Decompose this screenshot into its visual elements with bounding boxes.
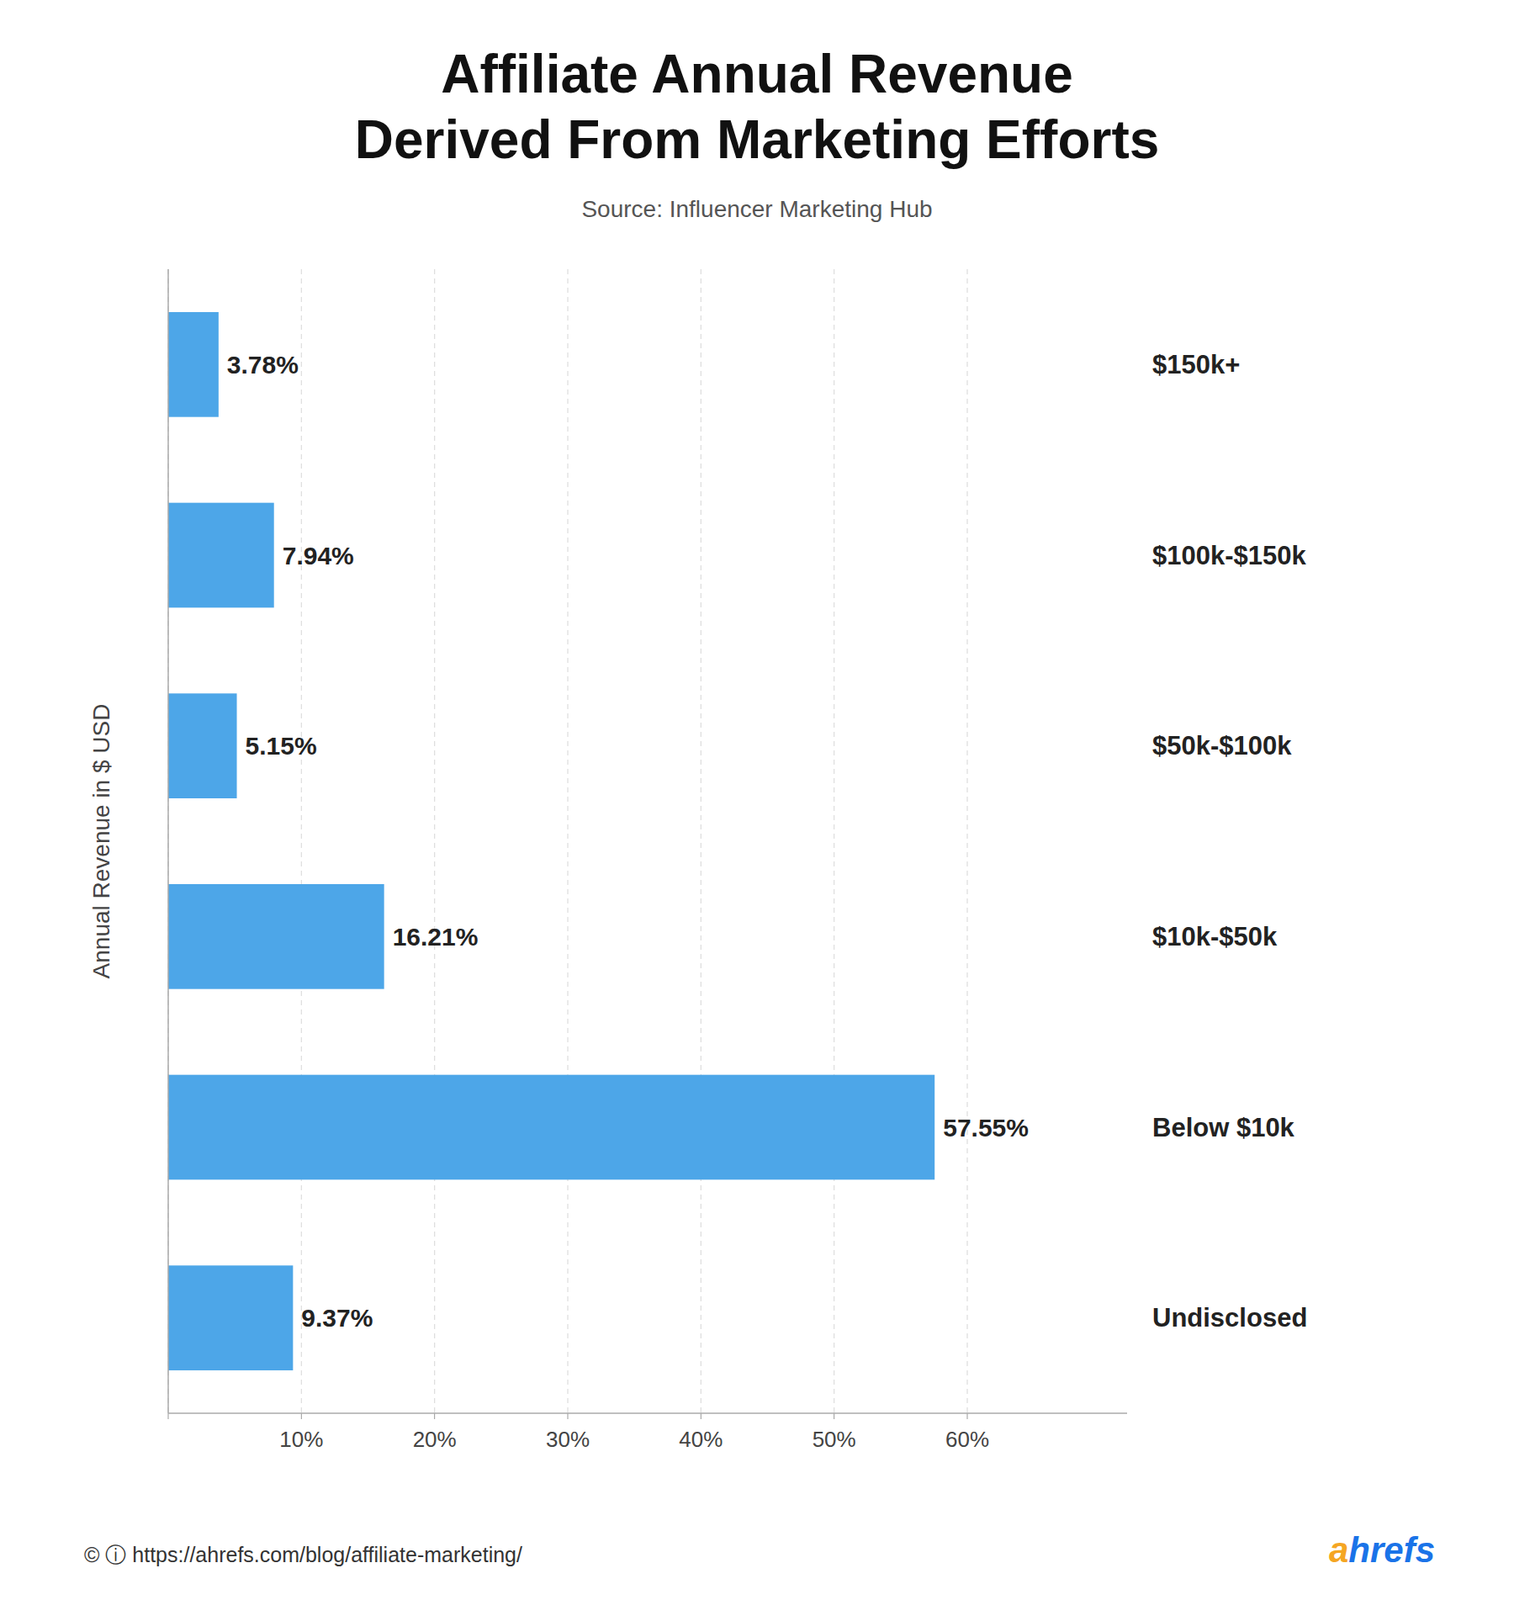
bars <box>168 312 935 1371</box>
data-label: 57.55% <box>942 1113 1029 1142</box>
bar <box>168 1265 293 1371</box>
tick-mark <box>301 1413 302 1419</box>
data-label: 16.21% <box>392 922 479 951</box>
category-label: $10k-$50k <box>1152 921 1278 952</box>
data-label: 9.37% <box>301 1303 373 1332</box>
title: Affiliate Annual RevenueDerived From Mar… <box>354 43 1160 170</box>
logo: ahrefs <box>1328 1529 1435 1570</box>
logo-part: hrefs <box>1348 1529 1435 1570</box>
tick-label: 50% <box>812 1426 857 1452</box>
labels: 3.78% $150k+ 7.94% $100k-$150k 5.15% $50k-$10… <box>227 349 1308 1333</box>
y-axis-line <box>167 269 170 1414</box>
data-label: 5.15% <box>245 731 318 760</box>
tick-label: 20% <box>412 1426 457 1452</box>
grid <box>168 269 968 1414</box>
category-label: Below $10k <box>1152 1112 1296 1143</box>
y-axis-label: Annual Revenue in $ USD <box>88 704 115 980</box>
grid-line <box>167 269 169 1414</box>
bar <box>168 312 219 418</box>
chart: Affiliate Annual RevenueDerived From Mar… <box>0 0 1514 1600</box>
title-line: Affiliate Annual Revenue <box>440 43 1074 105</box>
logo-part: a <box>1328 1529 1349 1570</box>
title-line: Derived From Marketing Efforts <box>354 109 1160 170</box>
tick-label: 40% <box>678 1426 723 1452</box>
bar <box>168 693 238 799</box>
data-label: 7.94% <box>282 541 355 570</box>
bar <box>168 1074 935 1181</box>
grid-line <box>566 269 568 1414</box>
grid-line <box>434 269 435 1414</box>
subtitle: Source: Influencer Marketing Hub <box>581 195 932 223</box>
grid-line <box>833 269 835 1414</box>
tick-mark <box>168 1413 170 1419</box>
category-label: Undisclosed <box>1152 1302 1308 1333</box>
tick-label: 30% <box>545 1426 590 1452</box>
footer: © ⓘ https://ahrefs.com/blog/affiliate-ma… <box>84 1542 523 1567</box>
grid-line <box>700 269 702 1414</box>
bar <box>168 502 275 609</box>
bar <box>168 884 385 990</box>
tick-label: 60% <box>945 1426 990 1452</box>
category-label: $150k+ <box>1152 349 1240 380</box>
tick-label: 10% <box>279 1426 323 1452</box>
grid-line <box>966 269 968 1414</box>
data-label: 3.78% <box>227 350 299 379</box>
category-label: $50k-$100k <box>1152 730 1292 761</box>
tick-mark <box>567 1413 569 1419</box>
tick-mark <box>833 1413 835 1419</box>
grid-line <box>301 269 302 1414</box>
tick-mark <box>434 1413 435 1419</box>
category-label: $100k-$150k <box>1152 540 1307 571</box>
x-axis-line <box>168 1412 1128 1414</box>
x-axis: 10% 20% 30% 40% 50% 60% <box>168 1413 990 1452</box>
tick-mark <box>967 1413 969 1419</box>
tick-mark <box>700 1413 702 1419</box>
